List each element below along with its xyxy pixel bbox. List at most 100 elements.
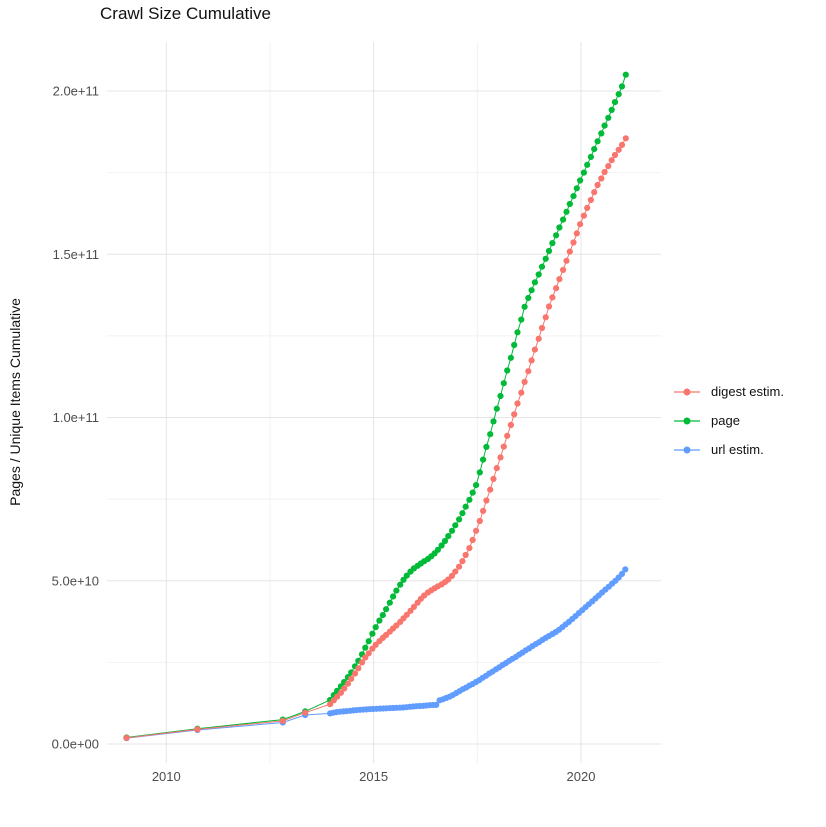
data-point-page [400, 576, 407, 583]
data-point-digest [355, 665, 362, 672]
data-point-page [445, 533, 452, 540]
data-point-page [608, 106, 615, 113]
data-point-digest [459, 558, 466, 565]
data-point-page [469, 489, 476, 496]
data-point-page [580, 169, 588, 176]
data-point-page [553, 232, 560, 239]
data-point-page [577, 177, 584, 184]
data-point-digest [473, 527, 480, 534]
data-point-page [598, 130, 605, 137]
data-point-digest [480, 507, 487, 514]
data-point-digest [580, 212, 588, 219]
data-point-page [476, 469, 483, 476]
legend-key-url [674, 446, 700, 453]
data-point-digest [493, 465, 500, 472]
data-point-digest [194, 726, 201, 733]
data-point-digest [476, 517, 483, 525]
x-tick-label: 2015 [359, 769, 388, 784]
data-point-page [566, 200, 573, 208]
legend-key-dot [683, 388, 691, 395]
data-point-digest [348, 675, 355, 682]
data-point-digest [608, 157, 615, 164]
data-point-digest [123, 734, 130, 742]
data-point-page [490, 418, 497, 425]
data-point-page [456, 516, 463, 523]
data-point-page [397, 581, 404, 588]
data-point-digest [598, 175, 605, 182]
chart-title: Crawl Size Cumulative [100, 4, 271, 23]
data-point-url [622, 566, 629, 573]
data-point-digest [365, 650, 372, 657]
data-point-digest [469, 536, 476, 544]
grid-layer [107, 42, 661, 763]
data-point-page [549, 240, 556, 247]
data-point-page [573, 185, 580, 192]
series-digest-line [126, 138, 627, 739]
legend-label-url: url estim. [711, 442, 764, 457]
data-point-page [493, 405, 500, 412]
data-point-page [594, 138, 601, 145]
data-point-digest [448, 572, 456, 580]
data-point-digest [279, 717, 286, 725]
data-point-digest [560, 266, 567, 273]
series-url-line [126, 569, 626, 739]
data-point-page [448, 527, 456, 534]
data-point-digest [504, 432, 511, 439]
data-point-url [433, 701, 440, 709]
legend-item-digest: digest estim. [672, 377, 784, 406]
legend-key-digest [674, 388, 700, 395]
data-point-page [556, 224, 563, 231]
data-point-page [497, 392, 504, 400]
data-point-page [570, 193, 577, 200]
data-point-digest [452, 568, 459, 575]
data-point-page [622, 71, 629, 78]
data-point-digest [351, 670, 359, 677]
legend: digest estim. page url estim. [672, 377, 784, 464]
data-point-page [605, 114, 612, 121]
data-point-digest [507, 421, 514, 429]
data-point-digest [344, 680, 351, 687]
data-point-page [438, 542, 445, 549]
data-point-digest [615, 146, 622, 153]
data-point-digest [556, 276, 563, 283]
data-point-url [618, 570, 626, 578]
data-point-page [525, 294, 532, 302]
data-point-page [480, 456, 487, 463]
data-point-page [462, 503, 469, 510]
data-point-digest [605, 163, 612, 170]
data-point-page [514, 329, 521, 336]
data-point-digest [521, 378, 528, 385]
data-point-page [365, 638, 372, 645]
legend-label-page: page [711, 413, 740, 428]
data-point-page [393, 587, 400, 594]
data-point-digest [500, 443, 507, 450]
data-point-page [611, 99, 619, 106]
data-point-digest [545, 303, 553, 310]
data-point-digest [514, 400, 521, 407]
data-point-page [538, 263, 546, 270]
data-point-digest [518, 389, 525, 396]
axis-layer: 0.0e+00 5.0e+10 1.0e+11 1.5e+11 2.0e+11 2010 2… [52, 83, 596, 784]
series-layer [123, 71, 629, 742]
data-point-page [390, 593, 397, 600]
data-point-page [584, 161, 591, 168]
y-tick-label: 0.0e+00 [52, 737, 99, 752]
data-point-digest [594, 181, 601, 189]
data-point-digest [563, 257, 570, 264]
data-point-digest [302, 709, 309, 716]
data-point-page [487, 431, 494, 438]
data-point-digest [570, 239, 577, 246]
data-point-digest [542, 314, 549, 321]
data-point-digest [456, 563, 463, 570]
data-point-page [379, 612, 386, 619]
data-point-page [528, 287, 535, 294]
x-tick-label: 2010 [152, 769, 181, 784]
y-tick-label: 1.0e+11 [53, 410, 99, 425]
data-point-digest [573, 230, 580, 237]
data-point-page [601, 122, 608, 129]
data-point-digest [577, 221, 584, 228]
data-point-digest [341, 685, 348, 692]
data-point-page [459, 510, 466, 517]
legend-item-page: page [672, 406, 784, 435]
